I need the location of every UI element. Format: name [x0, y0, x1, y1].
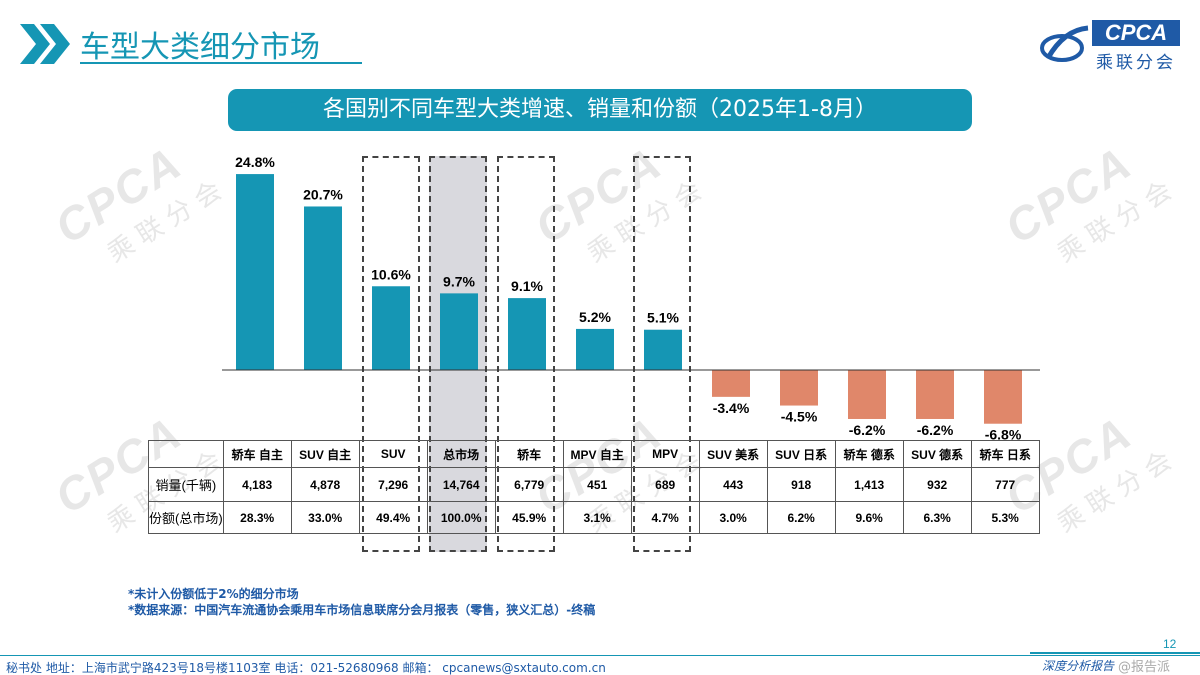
table-cell: 6.3%	[902, 501, 972, 534]
data-label-6: 5.1%	[647, 310, 679, 326]
logo-abbr: CPCA	[1092, 20, 1180, 46]
data-label-5: 5.2%	[579, 309, 611, 325]
data-table: 轿车 自主 SUV 自主 SUV 总市场 轿车 MPV 自主 MPV SUV 美…	[148, 440, 1040, 534]
table-cell: 6.2%	[766, 501, 836, 534]
bar-10	[916, 370, 954, 419]
table-header-cell: 轿车 自主	[222, 440, 292, 468]
table-header-cell: 轿车 德系	[834, 440, 904, 468]
cpca-logo: CPCA 乘联分会	[1040, 18, 1180, 73]
footnote-2: *数据来源：中国汽车流通协会乘用车市场信息联席分会月报表（零售，狭义汇总）-终稿	[128, 603, 596, 617]
table-cell: 33.0%	[290, 501, 360, 534]
data-label-0: 24.8%	[235, 154, 275, 170]
table-header-cell: SUV 日系	[766, 440, 836, 468]
data-label-2: 10.6%	[371, 266, 411, 282]
data-label-11: -6.8%	[985, 427, 1022, 443]
table-header-cell: 总市场	[426, 440, 496, 468]
table-cell: 28.3%	[222, 501, 292, 534]
footer-divider	[0, 655, 1200, 656]
table-cell: 1,413	[834, 467, 904, 502]
data-label-8: -4.5%	[781, 409, 818, 425]
bar-7	[712, 370, 750, 397]
table-cell: 4,878	[290, 467, 360, 502]
table-header-cell: 轿车	[494, 440, 564, 468]
table-cell: 49.4%	[358, 501, 428, 534]
data-label-3: 9.7%	[443, 273, 475, 289]
double-chevron-icon	[20, 24, 70, 64]
table-cell: 9.6%	[834, 501, 904, 534]
table-cell: 689	[630, 467, 700, 502]
table-cell: 451	[562, 467, 632, 502]
bar-5	[576, 328, 614, 370]
footer-slogan: 深度分析报告	[1042, 659, 1115, 673]
logo-cn: 乘联分会	[1096, 53, 1176, 73]
bar-6	[644, 329, 682, 370]
row-label: 销量(千辆)	[148, 467, 224, 502]
table-header-cell: SUV	[358, 440, 428, 468]
table-header-cell: 轿车 日系	[970, 440, 1040, 468]
footnote-1: *未计入份额低于2%的细分市场	[128, 587, 299, 601]
bar-2	[372, 286, 410, 370]
table-cell: 5.3%	[970, 501, 1040, 534]
table-header-cell: SUV 德系	[902, 440, 972, 468]
table-corner	[148, 440, 224, 468]
table-header-cell: SUV 自主	[290, 440, 360, 468]
data-label-10: -6.2%	[917, 422, 954, 438]
footer-address: 秘书处 地址：上海市武宁路423号18号楼1103室 电话：021-526809…	[6, 661, 606, 675]
page-number: 12	[1163, 637, 1177, 651]
table-cell: 7,296	[358, 467, 428, 502]
table-cell: 3.0%	[698, 501, 768, 534]
table-cell: 918	[766, 467, 836, 502]
table-header-row: 轿车 自主 SUV 自主 SUV 总市场 轿车 MPV 自主 MPV SUV 美…	[148, 440, 1040, 468]
table-header-cell: SUV 美系	[698, 440, 768, 468]
bar-9	[848, 370, 886, 419]
table-header-cell: MPV 自主	[562, 440, 632, 468]
bar-11	[984, 370, 1022, 424]
table-cell: 3.1%	[562, 501, 632, 534]
title-underline	[80, 62, 362, 64]
row-label: 份额(总市场)	[148, 501, 224, 534]
table-row-sales: 销量(千辆) 4,183 4,878 7,296 14,764 6,779 45…	[148, 467, 1040, 502]
table-cell: 100.0%	[426, 501, 496, 534]
data-label-1: 20.7%	[303, 186, 343, 202]
table-cell: 932	[902, 467, 972, 502]
table-cell: 45.9%	[494, 501, 564, 534]
data-label-4: 9.1%	[511, 278, 543, 294]
table-header-cell: MPV	[630, 440, 700, 468]
table-cell: 4,183	[222, 467, 292, 502]
bar-3	[440, 293, 478, 370]
table-cell: 14,764	[426, 467, 496, 502]
table-cell: 4.7%	[630, 501, 700, 534]
bar-8	[780, 370, 818, 406]
table-row-share: 份额(总市场) 28.3% 33.0% 49.4% 100.0% 45.9% 3…	[148, 501, 1040, 534]
bar-4	[508, 298, 546, 370]
footer-accent-line	[1030, 652, 1200, 654]
table-cell: 6,779	[494, 467, 564, 502]
page-title: 车型大类细分市场	[80, 30, 320, 65]
bar-0	[236, 174, 274, 370]
footer-badge: @报告派	[1118, 660, 1171, 675]
table-cell: 443	[698, 467, 768, 502]
data-label-7: -3.4%	[713, 400, 750, 416]
footnotes: *未计入份额低于2%的细分市场 *数据来源：中国汽车流通协会乘用车市场信息联席分…	[128, 586, 595, 618]
data-label-9: -6.2%	[849, 422, 886, 438]
globe-logo-icon	[1040, 25, 1089, 62]
bar-1	[304, 206, 342, 370]
table-cell: 777	[970, 467, 1040, 502]
chart-title: 各国别不同车型大类增速、销量和份额（2025年1-8月）	[228, 89, 972, 131]
